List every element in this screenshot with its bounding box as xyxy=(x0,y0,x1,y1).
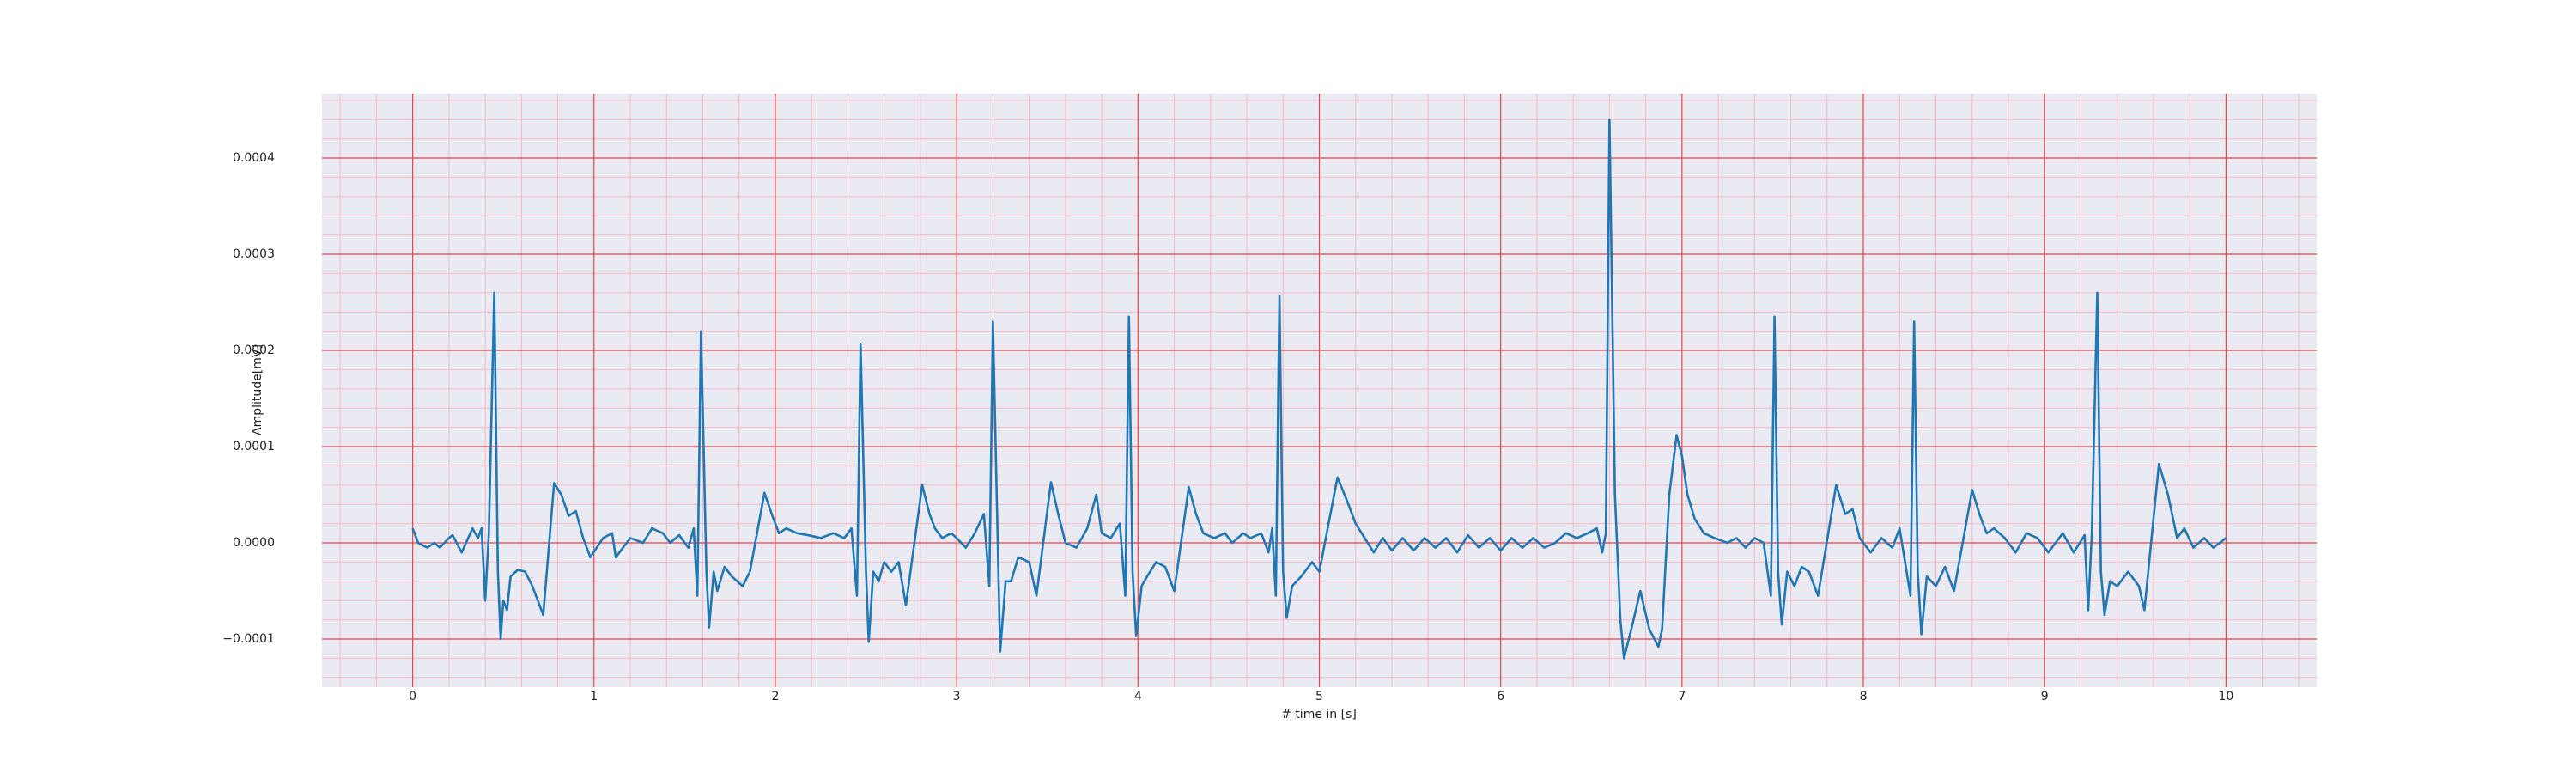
x-tick-label: 7 xyxy=(1678,690,1686,703)
x-axis-label: # time in [s] xyxy=(1281,708,1357,721)
y-tick-label: 0.0004 xyxy=(233,151,275,165)
x-tick-label: 9 xyxy=(2041,690,2049,703)
x-tick-label: 5 xyxy=(1315,690,1323,703)
x-tick-label: 4 xyxy=(1134,690,1142,703)
x-tick-label: 0 xyxy=(409,690,416,703)
x-tick-label: 3 xyxy=(953,690,961,703)
x-tick-label: 10 xyxy=(2218,690,2233,703)
y-axis-label: Amplitude[mV] xyxy=(251,344,264,435)
x-tick-label: 6 xyxy=(1497,690,1504,703)
signal-line xyxy=(411,118,2227,660)
y-tick-label: 0.0000 xyxy=(233,536,275,550)
y-tick-label: −0.0001 xyxy=(222,632,275,646)
x-tick-label: 1 xyxy=(590,690,598,703)
x-tick-label: 2 xyxy=(771,690,779,703)
y-tick-label: 0.0001 xyxy=(233,440,275,453)
y-tick-label: 0.0002 xyxy=(233,344,275,357)
x-tick-label: 8 xyxy=(1860,690,1868,703)
y-tick-label: 0.0003 xyxy=(233,247,275,261)
